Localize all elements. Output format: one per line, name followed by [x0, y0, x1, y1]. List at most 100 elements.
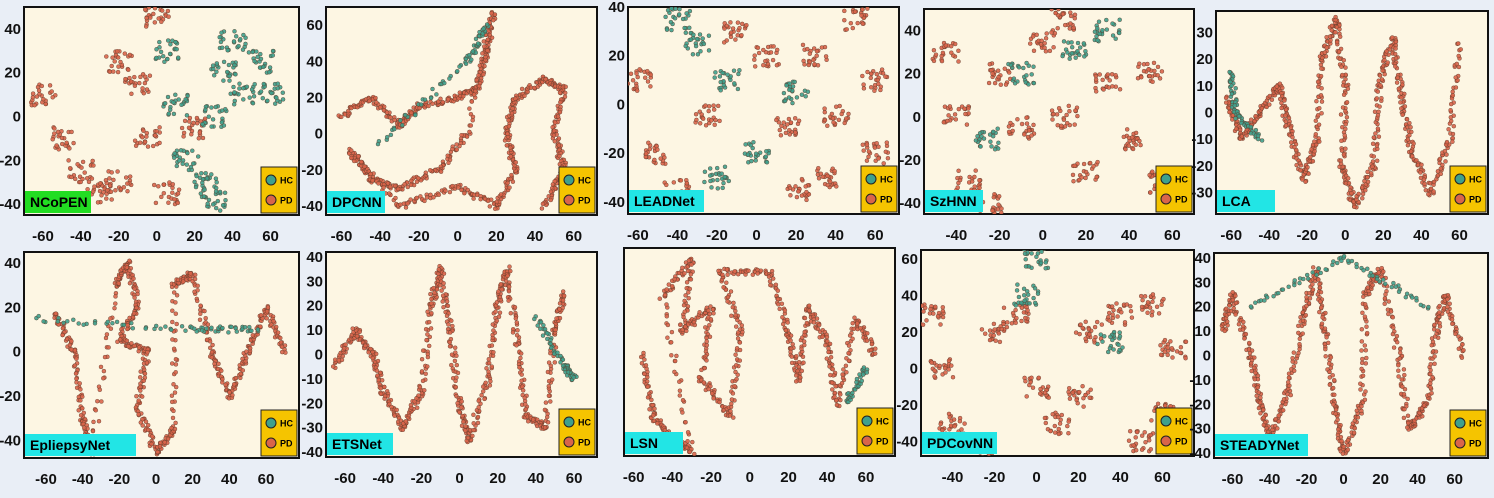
- scatter-point: [175, 191, 181, 196]
- scatter-point: [724, 23, 730, 29]
- scatter-point: [389, 404, 394, 410]
- scatter-point: [1133, 142, 1139, 148]
- scatter-point: [520, 384, 525, 389]
- scatter-point: [181, 130, 187, 136]
- scatter-point: [215, 198, 221, 204]
- scatter-point: [108, 316, 113, 321]
- scatter-point: [868, 75, 873, 81]
- legend-label-pd: PD: [1469, 195, 1482, 205]
- scatter-point: [60, 332, 65, 338]
- scatter-point: [737, 340, 743, 345]
- scatter-point: [1069, 51, 1075, 56]
- scatter-point: [1450, 139, 1455, 144]
- scatter-point: [1011, 76, 1017, 81]
- scatter-point: [1003, 82, 1009, 87]
- scatter-point: [789, 354, 795, 359]
- scatter-point: [799, 92, 805, 97]
- scatter-point: [142, 80, 148, 86]
- scatter-point: [140, 86, 145, 91]
- scatter-point: [648, 84, 653, 89]
- scatter-point: [204, 176, 210, 181]
- scatter-point: [733, 363, 739, 368]
- legend-box: [1155, 165, 1193, 213]
- scatter-point: [438, 169, 444, 174]
- scatter-point: [67, 146, 72, 151]
- scatter-point: [210, 342, 215, 348]
- scatter-point: [736, 71, 741, 77]
- scatter-point: [508, 154, 514, 159]
- scatter-point: [1137, 138, 1142, 144]
- scatter-point: [1443, 159, 1448, 164]
- scatter-point: [1339, 138, 1344, 144]
- scatter-point: [103, 335, 109, 341]
- scatter-point: [121, 185, 127, 190]
- scatter-point: [35, 84, 41, 90]
- scatter-point: [514, 320, 520, 325]
- scatter-point: [434, 92, 439, 97]
- scatter-point: [143, 419, 149, 424]
- scatter-point: [175, 55, 181, 60]
- scatter-point: [730, 391, 736, 396]
- scatter-point: [1344, 100, 1350, 105]
- scatter-point: [1081, 41, 1087, 46]
- scatter-point: [1042, 45, 1047, 50]
- scatter-point: [173, 370, 178, 375]
- scatter-point: [1283, 119, 1289, 124]
- scatter-point: [1370, 159, 1376, 164]
- scatter-point: [106, 345, 111, 350]
- y-tick-label: 10: [1196, 78, 1213, 95]
- scatter-point: [940, 50, 946, 56]
- scatter-point: [995, 126, 1000, 131]
- scatter-point: [221, 78, 226, 83]
- scatter-point: [686, 296, 691, 301]
- scatter-point: [1259, 106, 1265, 111]
- scatter-point: [676, 12, 682, 17]
- scatter-point: [1313, 118, 1319, 124]
- scatter-point: [370, 178, 375, 183]
- scatter-point: [555, 114, 561, 119]
- scatter-point: [278, 335, 283, 341]
- scatter-point: [669, 284, 675, 289]
- scatter-point: [173, 384, 179, 390]
- scatter-point: [422, 97, 428, 102]
- scatter-point: [384, 110, 390, 115]
- scatter-point: [209, 124, 214, 129]
- scatter-point: [137, 80, 142, 86]
- scatter-point: [258, 89, 264, 94]
- scatter-point: [771, 44, 776, 49]
- scatter-point: [508, 311, 514, 316]
- scatter-point: [803, 94, 808, 99]
- scatter-point: [132, 83, 138, 89]
- scatter-point: [1317, 139, 1322, 144]
- scatter-point: [1031, 48, 1037, 53]
- scatter-point: [151, 182, 157, 188]
- y-tick-label: -40: [301, 444, 323, 461]
- scatter-point: [442, 80, 447, 86]
- y-tick-label: -40: [0, 196, 21, 213]
- scatter-point: [366, 350, 371, 355]
- scatter-point: [127, 258, 132, 264]
- scatter-point: [699, 367, 704, 373]
- scatter-point: [725, 294, 731, 300]
- legend-label-pd: PD: [1175, 195, 1188, 205]
- scatter-point: [734, 376, 739, 382]
- scatter-point: [652, 157, 657, 163]
- scatter-point: [457, 64, 462, 69]
- scatter-point: [142, 74, 148, 80]
- x-tick-label: 0: [1341, 227, 1349, 244]
- scatter-point: [136, 345, 142, 350]
- scatter-point: [1075, 49, 1080, 54]
- scatter-point: [701, 41, 707, 47]
- scatter-point: [820, 174, 826, 180]
- x-tick-label: -20: [989, 227, 1011, 244]
- scatter-point: [144, 134, 149, 139]
- scatter-point: [683, 43, 688, 49]
- scatter-point: [672, 369, 677, 375]
- scatter-point: [149, 441, 154, 447]
- scatter-point: [161, 190, 167, 196]
- scatter-point: [745, 152, 751, 157]
- scatter-point: [166, 200, 171, 205]
- scatter-point: [668, 340, 674, 345]
- scatter-point: [469, 99, 475, 104]
